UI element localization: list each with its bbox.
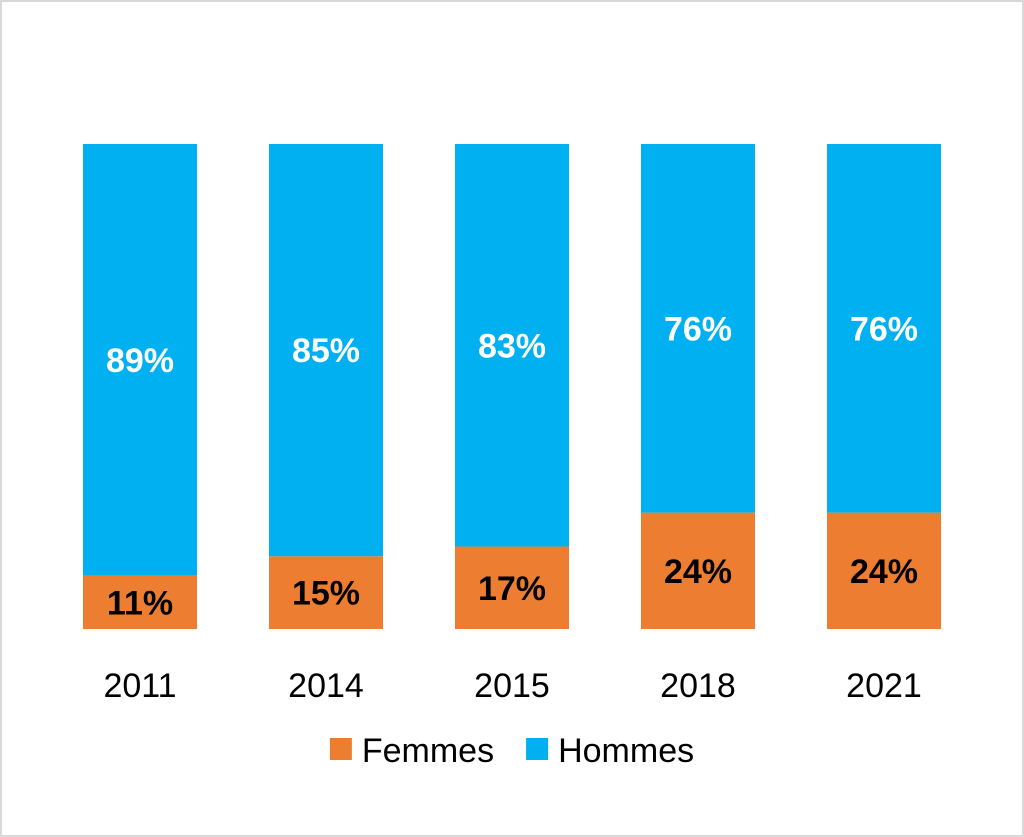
bars-layer: [83, 144, 941, 629]
bar-hommes-2014: [269, 144, 383, 557]
bar-hommes-2021: [827, 144, 941, 513]
data-label-femmes-2018: 24%: [664, 553, 732, 591]
data-label-hommes-2011: 89%: [106, 342, 174, 380]
bar-hommes-2011: [83, 144, 197, 576]
x-tick-label-2015: 2015: [474, 667, 550, 705]
x-tick-label-2018: 2018: [660, 667, 736, 705]
legend-swatch-femmes: [329, 738, 352, 760]
data-label-femmes-2015: 17%: [478, 570, 546, 608]
legend-label-femmes: Femmes: [362, 732, 494, 770]
data-label-femmes-2021: 24%: [850, 553, 918, 591]
data-label-femmes-2014: 15%: [292, 575, 360, 613]
legend-swatch-hommes: [526, 738, 549, 760]
x-tick-label-2014: 2014: [288, 667, 364, 705]
bar-hommes-2018: [641, 144, 755, 513]
data-labels-layer: 11% 89% 15% 85% 17% 83% 24% 76% 24% 76%: [106, 310, 918, 622]
data-label-hommes-2021: 76%: [850, 310, 918, 348]
data-label-hommes-2015: 83%: [478, 327, 546, 365]
x-axis-ticks: 2011 2014 2015 2018 2021: [103, 667, 921, 705]
data-label-hommes-2014: 85%: [292, 332, 360, 370]
bar-femmes-2021: [827, 512, 941, 629]
legend: Femmes Hommes: [329, 732, 694, 770]
x-tick-label-2021: 2021: [846, 667, 922, 705]
data-label-femmes-2011: 11%: [107, 584, 173, 622]
x-tick-label-2011: 2011: [103, 667, 176, 705]
bar-femmes-2015: [455, 546, 569, 629]
bar-femmes-2018: [641, 512, 755, 629]
data-label-hommes-2018: 76%: [664, 310, 732, 348]
legend-label-hommes: Hommes: [558, 732, 694, 770]
bar-femmes-2014: [269, 556, 383, 629]
bar-hommes-2015: [455, 144, 569, 547]
bar-femmes-2011: [83, 575, 197, 629]
